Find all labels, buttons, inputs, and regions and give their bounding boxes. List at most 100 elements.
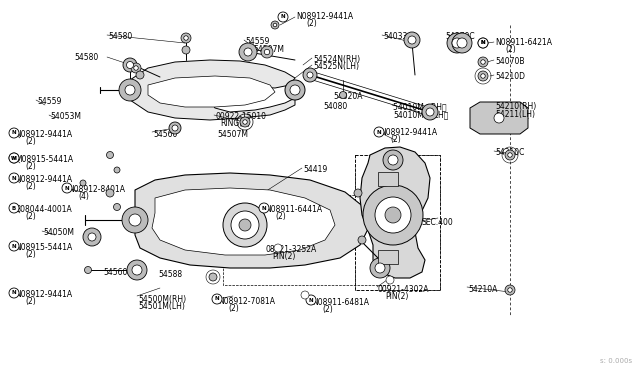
Circle shape bbox=[125, 85, 135, 95]
Circle shape bbox=[181, 33, 191, 43]
Text: B: B bbox=[12, 205, 16, 211]
Text: W: W bbox=[12, 155, 17, 160]
Text: N08912-7081A: N08912-7081A bbox=[218, 297, 275, 306]
Circle shape bbox=[209, 273, 217, 281]
Text: 54053M: 54053M bbox=[50, 112, 81, 121]
Circle shape bbox=[172, 125, 178, 131]
Text: (2): (2) bbox=[322, 305, 333, 314]
Text: (2): (2) bbox=[25, 182, 36, 191]
Text: 54560: 54560 bbox=[153, 130, 177, 139]
Circle shape bbox=[478, 38, 488, 48]
Text: (2): (2) bbox=[505, 45, 516, 54]
Circle shape bbox=[9, 241, 19, 251]
Text: N: N bbox=[12, 176, 16, 180]
Text: 54501M(LH): 54501M(LH) bbox=[138, 302, 185, 311]
Bar bbox=[223, 195, 388, 285]
Text: 00922-15010: 00922-15010 bbox=[215, 112, 266, 121]
Text: PIN(2): PIN(2) bbox=[385, 292, 408, 301]
Text: N08912-9441A: N08912-9441A bbox=[380, 128, 437, 137]
Circle shape bbox=[9, 288, 19, 298]
Text: N: N bbox=[262, 205, 266, 211]
Circle shape bbox=[285, 80, 305, 100]
Circle shape bbox=[83, 228, 101, 246]
Text: M08915-5441A: M08915-5441A bbox=[15, 155, 73, 164]
Text: 54524N(RH): 54524N(RH) bbox=[313, 55, 360, 64]
Circle shape bbox=[9, 173, 19, 183]
Text: 54070B: 54070B bbox=[495, 57, 525, 66]
Text: 54560+A: 54560+A bbox=[103, 268, 139, 277]
Circle shape bbox=[339, 92, 346, 99]
Text: N08912-9441A: N08912-9441A bbox=[15, 130, 72, 139]
Text: (4): (4) bbox=[78, 192, 89, 201]
Text: 54419: 54419 bbox=[303, 165, 327, 174]
Text: (2): (2) bbox=[275, 212, 285, 221]
Circle shape bbox=[301, 291, 309, 299]
Text: 54010M 〈RH〉: 54010M 〈RH〉 bbox=[393, 102, 447, 111]
Circle shape bbox=[494, 113, 504, 123]
Text: 54210C: 54210C bbox=[495, 148, 524, 157]
Text: 54580: 54580 bbox=[108, 32, 132, 41]
Circle shape bbox=[354, 189, 362, 197]
Circle shape bbox=[244, 48, 252, 56]
Circle shape bbox=[374, 127, 384, 137]
Circle shape bbox=[264, 49, 269, 55]
Polygon shape bbox=[130, 60, 295, 120]
Text: N: N bbox=[481, 41, 485, 45]
Circle shape bbox=[239, 43, 257, 61]
Text: N08911-6421A: N08911-6421A bbox=[495, 38, 552, 47]
Circle shape bbox=[239, 219, 251, 231]
Circle shape bbox=[290, 85, 300, 95]
Circle shape bbox=[119, 79, 141, 101]
Polygon shape bbox=[148, 76, 275, 107]
Circle shape bbox=[132, 265, 142, 275]
Text: (2): (2) bbox=[306, 19, 317, 28]
Text: 54210(RH): 54210(RH) bbox=[495, 102, 536, 111]
Circle shape bbox=[278, 12, 288, 22]
Circle shape bbox=[271, 21, 279, 29]
Circle shape bbox=[478, 71, 488, 81]
Circle shape bbox=[169, 122, 181, 134]
Circle shape bbox=[306, 295, 316, 305]
Circle shape bbox=[127, 61, 134, 68]
Circle shape bbox=[131, 63, 141, 73]
Text: N08911-6441A: N08911-6441A bbox=[265, 205, 322, 214]
Text: 54020A: 54020A bbox=[333, 92, 362, 101]
Circle shape bbox=[478, 57, 488, 67]
Text: 54559: 54559 bbox=[245, 37, 269, 46]
Text: (2): (2) bbox=[25, 137, 36, 146]
Circle shape bbox=[404, 32, 420, 48]
Text: N08915-5441A: N08915-5441A bbox=[15, 243, 72, 252]
Circle shape bbox=[386, 276, 394, 284]
Text: 54210A: 54210A bbox=[468, 285, 497, 294]
Text: N08912-9441A: N08912-9441A bbox=[15, 175, 72, 184]
Text: N: N bbox=[308, 298, 314, 302]
Text: (2): (2) bbox=[25, 212, 36, 221]
Text: N: N bbox=[214, 296, 220, 301]
Circle shape bbox=[240, 117, 250, 127]
Circle shape bbox=[223, 203, 267, 247]
Text: B08044-4001A: B08044-4001A bbox=[15, 205, 72, 214]
Circle shape bbox=[127, 260, 147, 280]
Polygon shape bbox=[470, 102, 528, 134]
Text: N: N bbox=[481, 41, 485, 45]
Text: (2): (2) bbox=[25, 297, 36, 306]
Circle shape bbox=[363, 185, 423, 245]
Circle shape bbox=[184, 36, 188, 40]
Circle shape bbox=[88, 233, 96, 241]
Circle shape bbox=[136, 71, 144, 79]
Text: 54559: 54559 bbox=[37, 97, 61, 106]
Circle shape bbox=[375, 263, 385, 273]
Text: 54507M: 54507M bbox=[253, 45, 284, 54]
Circle shape bbox=[231, 211, 259, 239]
Circle shape bbox=[129, 214, 141, 226]
Circle shape bbox=[259, 203, 269, 213]
Text: M: M bbox=[12, 155, 17, 160]
Circle shape bbox=[106, 189, 114, 197]
Circle shape bbox=[457, 38, 467, 48]
Text: N08912-9441A: N08912-9441A bbox=[15, 290, 72, 299]
Circle shape bbox=[9, 153, 19, 163]
Circle shape bbox=[80, 180, 86, 186]
Circle shape bbox=[62, 183, 72, 193]
Circle shape bbox=[261, 46, 273, 58]
Circle shape bbox=[452, 38, 462, 48]
